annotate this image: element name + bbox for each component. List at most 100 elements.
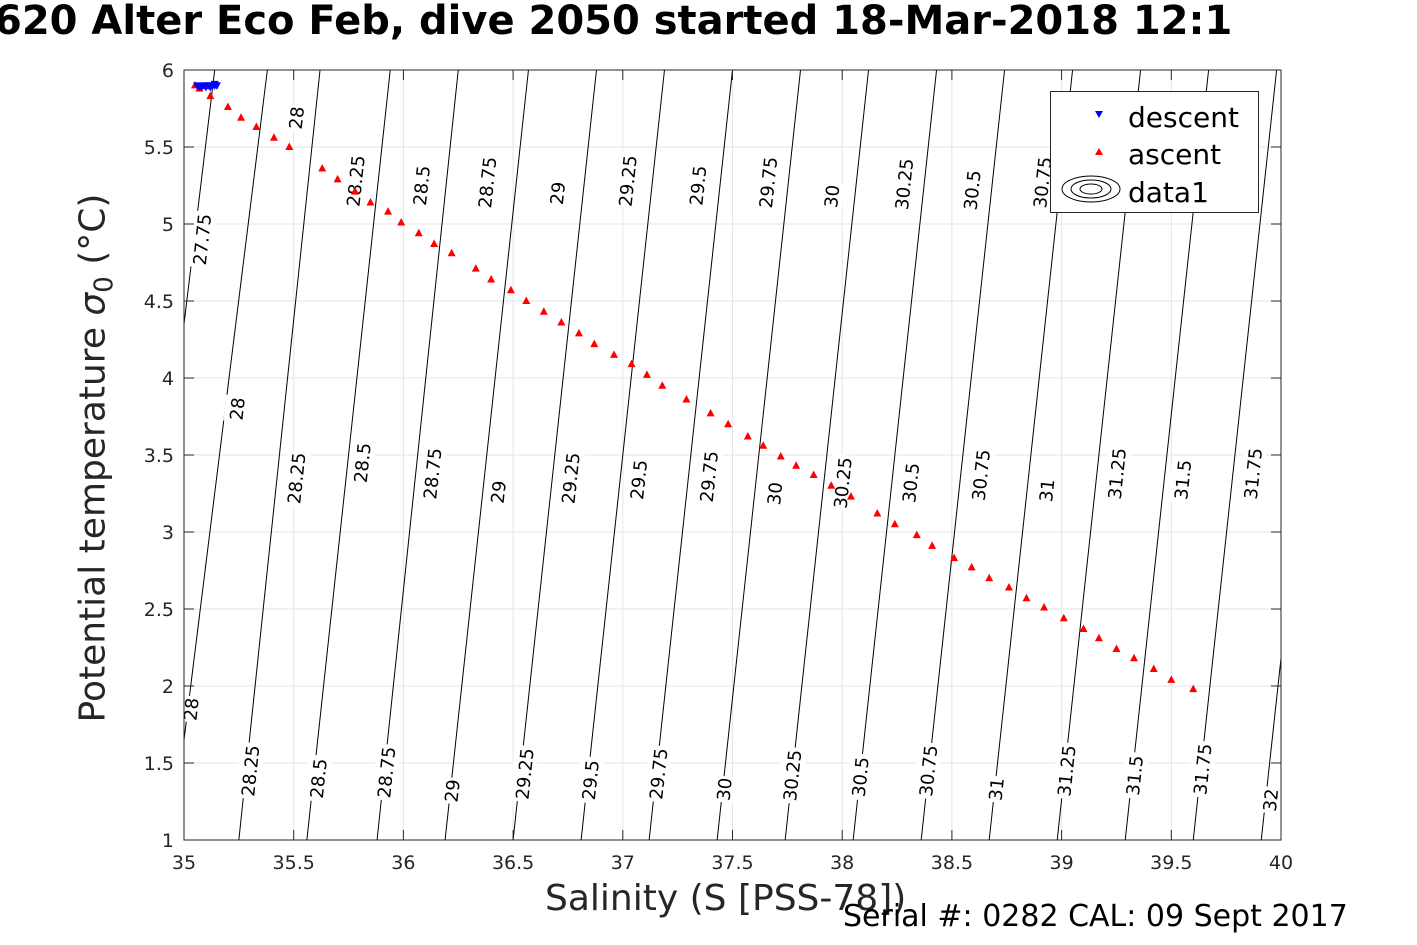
ascent-point — [1149, 664, 1158, 673]
contour-label-bg — [1032, 476, 1060, 505]
contour-label-text: 28.25 — [343, 154, 369, 207]
legend-entry-descent[interactable]: descent — [1051, 98, 1258, 134]
contour-label-bg — [282, 103, 310, 132]
x-tick-label: 39.5 — [1150, 852, 1192, 874]
ascent-point — [1022, 593, 1031, 602]
contour-label-bg — [817, 182, 845, 211]
legend-entry-data1[interactable]: data1 — [1051, 173, 1258, 209]
sigma-symbol: σ — [72, 292, 114, 316]
contour-label-bg — [752, 153, 783, 212]
ascent-point — [522, 296, 531, 304]
isopycnal-line-30 — [716, 69, 802, 841]
contour-label-bg — [438, 776, 465, 805]
contour-label-text: 29.75 — [756, 156, 782, 209]
contour-label-bg — [1167, 455, 1197, 504]
y-tick-label: 4 — [162, 368, 174, 390]
contour-label-bg — [612, 151, 643, 210]
isopycnal-line-29.5 — [580, 69, 665, 841]
contour-label: 30 — [710, 774, 738, 804]
contour-label-bg — [1026, 153, 1057, 212]
x-axis-label: Salinity (S [PSS-78]) — [545, 878, 907, 919]
ascent-point — [414, 228, 423, 237]
contour-label: 28.5 — [303, 754, 333, 803]
contour-label: 29.5 — [683, 161, 712, 210]
ascent-point — [285, 142, 294, 150]
contour-label-text: 28.5 — [351, 442, 376, 484]
contour-label-text: 32 — [1260, 788, 1283, 813]
contour-label: 29 — [543, 179, 571, 208]
contour-label-text: 28.25 — [284, 452, 310, 505]
ascent-point — [890, 519, 899, 528]
ascent-point — [318, 164, 327, 172]
contour-label-text: 29.25 — [512, 747, 538, 800]
contour-label: 32 — [1256, 785, 1284, 815]
descent-marker-icon — [1095, 111, 1103, 118]
ascent-point — [506, 285, 515, 294]
ascent-point — [776, 452, 785, 460]
ascent-point — [1040, 602, 1049, 611]
legend[interactable]: descent ascent data1 — [1050, 91, 1259, 213]
ascent-point — [384, 207, 393, 215]
x-tick-label: 38.5 — [931, 852, 973, 874]
isopycnal-line-28.75 — [376, 69, 459, 841]
y-tick-label: 2.5 — [144, 599, 174, 621]
legend-entry-ascent[interactable]: ascent — [1051, 135, 1258, 171]
contour-label-bg — [965, 445, 996, 505]
contour-label: 29.25 — [555, 448, 586, 508]
y-tick-label: 1.5 — [144, 753, 174, 775]
contour-label-text: 30.5 — [899, 462, 924, 504]
y-tick-label: 2 — [162, 676, 174, 698]
y-tick-label: 5 — [162, 214, 174, 236]
contour-label-bg — [223, 394, 250, 423]
ascent-point — [912, 530, 921, 539]
ascent-point — [430, 239, 439, 248]
contour-label: 29.75 — [693, 447, 724, 506]
contour-label-text: 28 — [227, 396, 250, 421]
ascent-point — [590, 339, 599, 348]
contour-label-bg — [776, 746, 807, 805]
contour-label-text: 31.25 — [1105, 447, 1131, 500]
contour-label-text: 28 — [286, 105, 309, 130]
contour-label-text: 30.75 — [969, 448, 995, 501]
chart-title: 620 Alter Eco Feb, dive 2050 started 18-… — [0, 0, 1233, 44]
contour-label-text: 29 — [488, 480, 511, 505]
contour-label-text: 29.5 — [686, 165, 711, 207]
ascent-point — [1130, 653, 1139, 662]
contour-label: 29 — [438, 776, 465, 805]
contour-label: 28.75 — [471, 153, 502, 212]
contour-label-text: 31.25 — [1054, 744, 1080, 797]
contour-label: 28 — [177, 694, 204, 724]
ascent-point — [610, 350, 619, 358]
isopycnal-line-29.75 — [648, 69, 733, 841]
contour-label-bg — [1237, 444, 1268, 503]
contour-label-bg — [281, 448, 311, 508]
contour-label-text: 28.5 — [410, 165, 435, 207]
contour-label-text: 28.5 — [307, 758, 332, 800]
contour-label-text: 29 — [442, 778, 465, 803]
contour-label-text: 29.25 — [558, 452, 584, 505]
contour-label: 30.25 — [888, 154, 919, 214]
contour-label: 28.5 — [347, 438, 377, 487]
contour-label-text: 30.25 — [892, 157, 918, 210]
legend-label-data1: data1 — [1128, 176, 1209, 209]
contour-label: 28 — [223, 394, 250, 423]
contour-label-bg — [555, 448, 586, 508]
x-tick-label: 35 — [172, 852, 196, 874]
contour-label-bg — [1119, 751, 1149, 800]
y-tick-label: 6 — [162, 60, 174, 82]
ascent-point — [539, 307, 548, 315]
y-axis-unit: (°C) — [72, 193, 114, 277]
contour-label: 30 — [760, 479, 788, 508]
contour-label-bg — [760, 479, 788, 508]
ascent-marker-icon — [1095, 148, 1103, 155]
contour-label-text: 31.75 — [1190, 743, 1216, 796]
ascent-point — [967, 562, 976, 571]
contour-label-text: 30 — [821, 184, 844, 209]
ascent-point — [351, 187, 360, 195]
contour-label-bg — [845, 752, 875, 801]
contour-label-text: 29.5 — [579, 759, 604, 801]
ascent-point — [724, 419, 733, 428]
contour-label-bg — [575, 755, 605, 805]
